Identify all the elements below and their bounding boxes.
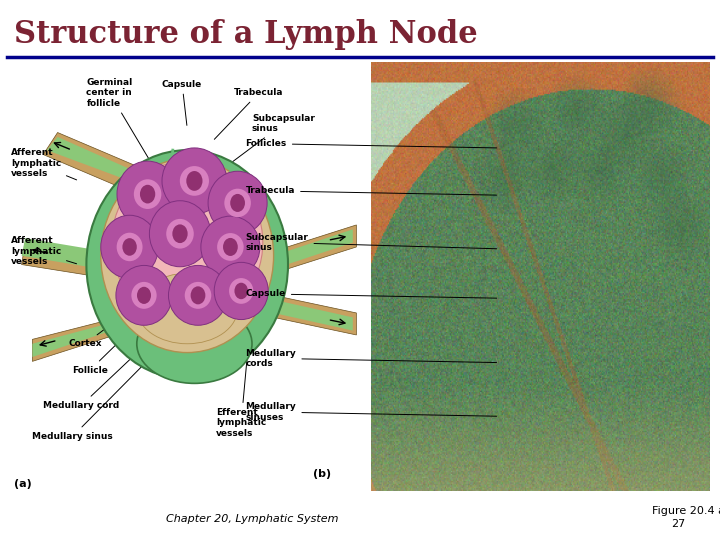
Ellipse shape <box>208 171 267 234</box>
Ellipse shape <box>166 219 194 248</box>
Ellipse shape <box>215 262 268 320</box>
Ellipse shape <box>86 150 288 379</box>
Circle shape <box>191 286 205 305</box>
Polygon shape <box>22 242 108 278</box>
Circle shape <box>137 287 151 304</box>
Polygon shape <box>274 300 353 330</box>
Ellipse shape <box>162 148 227 214</box>
Polygon shape <box>47 137 137 181</box>
Text: (b): (b) <box>313 469 331 478</box>
Ellipse shape <box>137 304 252 383</box>
Text: Medullary
sinuses: Medullary sinuses <box>246 402 497 422</box>
Polygon shape <box>43 132 140 190</box>
Ellipse shape <box>225 188 251 217</box>
Polygon shape <box>32 322 115 357</box>
Text: Follicles: Follicles <box>246 139 497 148</box>
Circle shape <box>186 171 202 191</box>
Circle shape <box>140 185 156 204</box>
Polygon shape <box>274 295 356 335</box>
Text: Medullary sinus: Medullary sinus <box>32 359 149 441</box>
Ellipse shape <box>217 233 243 261</box>
Text: Subcapsular
sinus: Subcapsular sinus <box>233 114 315 161</box>
Ellipse shape <box>180 166 209 196</box>
Polygon shape <box>274 225 356 273</box>
Ellipse shape <box>185 282 211 309</box>
Ellipse shape <box>150 201 210 267</box>
Ellipse shape <box>201 216 260 278</box>
Ellipse shape <box>137 273 238 344</box>
Polygon shape <box>22 238 104 269</box>
Ellipse shape <box>101 159 274 353</box>
Text: Trabecula: Trabecula <box>246 186 497 195</box>
Ellipse shape <box>117 161 179 227</box>
Circle shape <box>223 238 238 256</box>
Text: Structure of a Lymph Node: Structure of a Lymph Node <box>14 19 478 50</box>
Circle shape <box>122 238 137 256</box>
Text: Hilus: Hilus <box>230 311 256 348</box>
Text: Afferent
lymphatic
vessels: Afferent lymphatic vessels <box>11 148 76 180</box>
Text: Efferent
lymphatic
vessels: Efferent lymphatic vessels <box>216 347 266 438</box>
Circle shape <box>230 194 245 212</box>
Polygon shape <box>274 230 353 269</box>
Text: Medullary
cords: Medullary cords <box>246 349 497 368</box>
Text: Afferent
lymphatic
vessels: Afferent lymphatic vessels <box>11 237 76 266</box>
Text: Follicle: Follicle <box>72 319 142 375</box>
Ellipse shape <box>134 179 161 209</box>
Text: Subcapsular
sinus: Subcapsular sinus <box>246 233 497 252</box>
Text: (a): (a) <box>14 479 32 489</box>
Ellipse shape <box>101 215 158 279</box>
Polygon shape <box>32 318 119 361</box>
Ellipse shape <box>131 282 157 309</box>
Text: Germinal
center in
follicle: Germinal center in follicle <box>86 78 161 179</box>
Ellipse shape <box>116 266 172 325</box>
Text: 27: 27 <box>671 519 685 529</box>
Text: Chapter 20, Lymphatic System: Chapter 20, Lymphatic System <box>166 514 338 524</box>
Ellipse shape <box>112 161 263 324</box>
Text: Figure 20.4 a, b: Figure 20.4 a, b <box>652 505 720 516</box>
Text: Trabecula: Trabecula <box>215 89 284 139</box>
Ellipse shape <box>229 278 253 304</box>
Text: Capsule: Capsule <box>162 79 202 125</box>
Text: Cortex: Cortex <box>68 301 142 348</box>
Text: Medullary cord: Medullary cord <box>43 341 149 410</box>
Circle shape <box>172 225 188 243</box>
Text: Capsule: Capsule <box>246 289 497 299</box>
Ellipse shape <box>168 266 228 325</box>
Ellipse shape <box>117 233 143 261</box>
Circle shape <box>235 283 248 299</box>
